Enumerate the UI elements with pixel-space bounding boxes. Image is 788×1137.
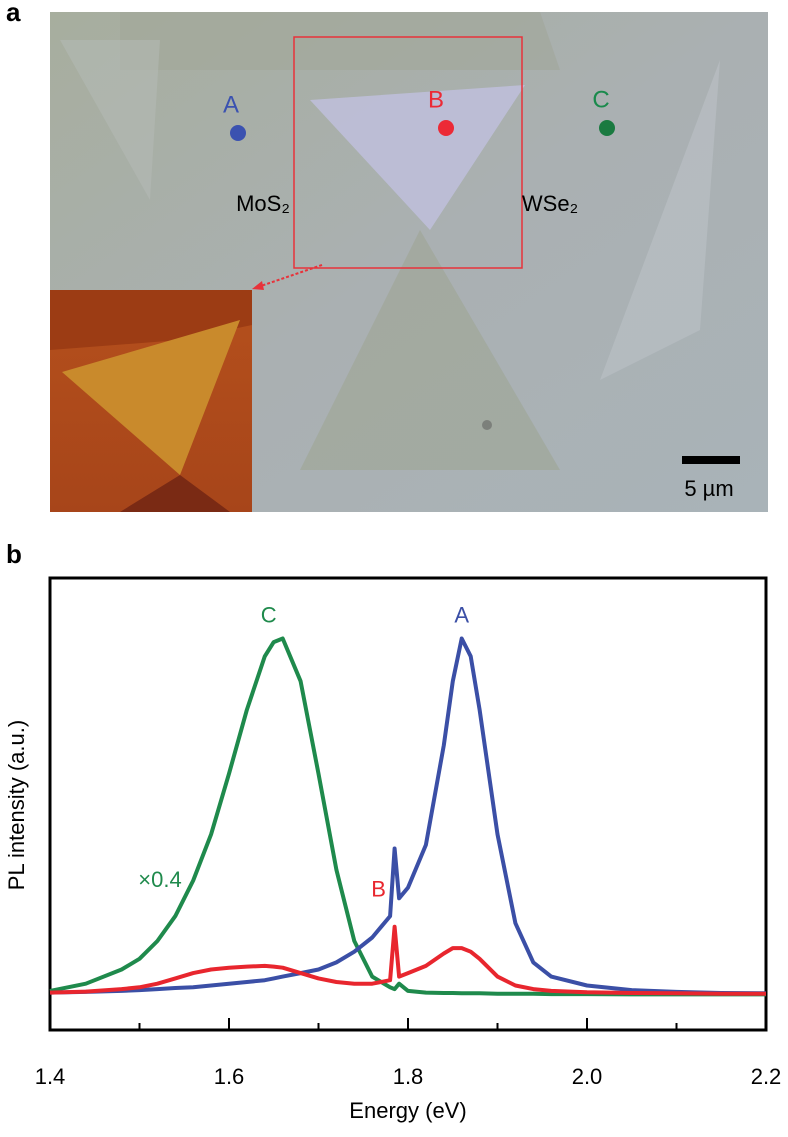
y-axis-label: PL intensity (a.u.) [4, 720, 29, 890]
series-line [49, 636, 767, 996]
scale-bar-label: 5 µm [684, 476, 733, 501]
plot-frame [48, 576, 768, 1032]
point-label: B [428, 86, 444, 113]
panel-label: a [6, 0, 21, 27]
panel-label: b [6, 539, 22, 569]
x-tick-label: 2.0 [572, 1064, 603, 1089]
annotation: ×0.4 [138, 867, 181, 892]
x-tick-label: 1.6 [214, 1064, 245, 1089]
series-line [49, 636, 766, 997]
point-label: A [223, 91, 239, 118]
x-tick-label: 1.8 [393, 1064, 424, 1089]
x-axis-label: Energy (eV) [349, 1098, 466, 1123]
material-label: MoS₂ [236, 191, 290, 216]
series-line [49, 924, 766, 996]
point-label: C [592, 86, 609, 113]
series-label: A [454, 602, 469, 627]
x-tick-label: 2.2 [751, 1064, 782, 1089]
series-label: B [371, 877, 386, 902]
series-label: C [261, 602, 277, 627]
micrograph [50, 12, 768, 512]
x-tick-label: 1.4 [35, 1064, 66, 1089]
material-label: WSe₂ [522, 191, 578, 216]
